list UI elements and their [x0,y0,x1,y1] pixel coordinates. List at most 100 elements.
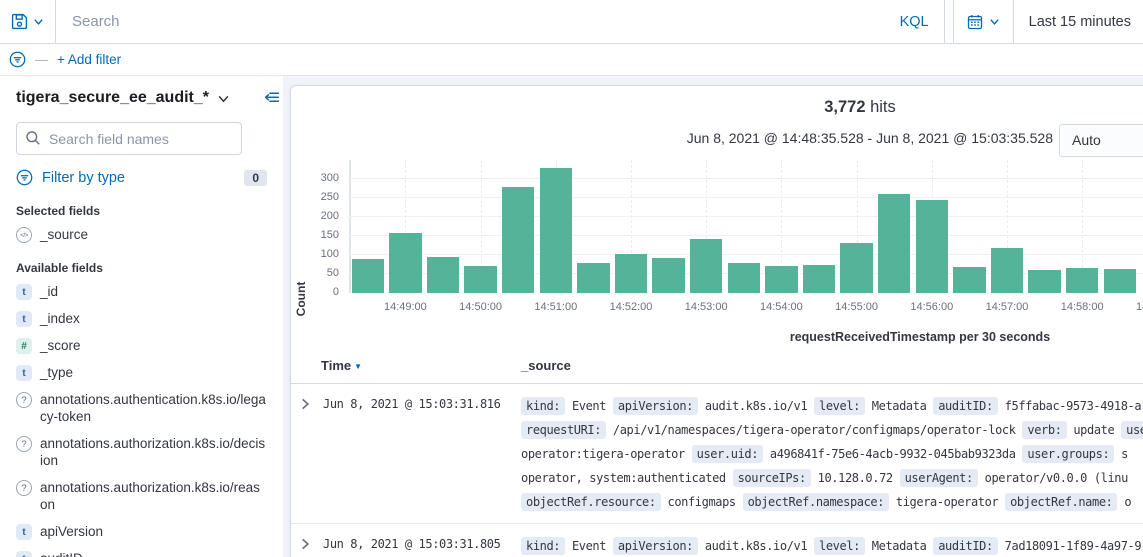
expand-row-chevron-icon[interactable] [299,537,315,553]
field-name-chip: requestURI: [521,421,607,439]
string-field-type-icon: t [16,524,32,540]
time-column-header[interactable]: Time ▼ [321,358,363,373]
histogram-bar-14:57:30[interactable] [1028,270,1061,293]
doc-timestamp: Jun 8, 2021 @ 15:03:31.816 [323,397,501,411]
unknown-field-type-icon: ? [16,392,32,408]
field-item[interactable]: ? annotations.authentication.k8s.io/legac… [16,386,267,430]
field-name-chip: objectRef.namespace: [742,493,890,511]
histogram-bar-14:52:30[interactable] [652,257,685,293]
histogram-bar-14:50:30[interactable] [501,186,535,293]
field-value: 10.128.0.72 [817,471,893,485]
h-gridline [349,178,1143,179]
filter-circle-icon [16,169,33,186]
histogram-bar-14:57:00[interactable] [990,248,1024,293]
interval-select[interactable]: Auto [1059,124,1143,157]
field-item[interactable]: t auditID [16,545,267,557]
time-range-display[interactable]: Last 15 minutes [1028,13,1131,30]
collapse-sidebar-icon[interactable] [263,89,280,106]
filter-circle-icon[interactable] [9,51,26,68]
field-name: annotations.authorization.k8s.io/decisio… [40,436,266,468]
chevron-down-icon [217,92,230,105]
histogram-bar-14:49:00[interactable] [389,232,422,293]
discover-workspace: tigera_secure_ee_audit_* Filter by type … [0,76,1143,557]
v-gridline [856,160,858,293]
hits-label: hits [870,98,896,116]
field-search-input[interactable] [16,122,242,155]
expand-row-chevron-icon[interactable] [299,397,315,413]
histogram-bar-14:48:30[interactable] [351,258,385,293]
search-input[interactable] [56,0,885,43]
v-gridline [1007,160,1008,293]
x-tick-label: 14:50:00 [459,301,502,313]
histogram-bar-14:52:00[interactable] [614,254,648,293]
y-axis-ticks: 0 50 100 150 200 250 300 [291,160,339,298]
histogram-bar-14:50:00[interactable] [464,266,497,293]
y-axis-line [349,160,351,293]
filter-separator: — [35,52,48,67]
field-value: Metadata [871,399,927,413]
field-name: annotations.authorization.k8s.io/reason [40,480,260,512]
histogram-bar-14:53:30[interactable] [727,262,761,293]
field-value: 7ad18091-1f89-4a97-9 [1004,539,1142,553]
field-item[interactable]: t _id [16,278,267,305]
histogram-bar-14:58:30[interactable] [1103,268,1137,293]
field-item[interactable]: # _score [16,332,267,359]
field-name-chip: kind: [521,397,566,415]
histogram-bar-14:58:00[interactable] [1065,267,1099,293]
histogram-bar-14:54:00[interactable] [765,265,798,293]
histogram-bar-14:51:30[interactable] [577,263,610,293]
doc-table-row: Jun 8, 2021 @ 15:03:31.816 kind: Event ap… [291,384,1143,524]
x-tick-label: 14:55:00 [835,301,878,313]
filter-bar: — + Add filter [0,44,1143,76]
field-name-chip: user.groups: [1022,445,1115,463]
field-name-chip: apiVersion: [612,537,698,555]
histogram-bar-14:56:00[interactable] [915,199,949,293]
kql-button[interactable]: KQL [885,0,945,43]
field-name-chip: objectRef.name: [1005,493,1118,511]
histogram-bar-14:51:00[interactable] [539,167,573,293]
histogram-plot[interactable] [349,160,1143,293]
doc-source-line: kind: Event apiVersion: audit.k8s.io/v1 … [521,534,1143,557]
histogram-bar-14:49:30[interactable] [426,256,460,293]
field-value: o [1124,495,1132,509]
field-value: Event [571,539,607,553]
histogram-chart: Count 0 50 100 150 200 250 300 14:49:00 14:50:0… [291,160,1143,400]
doc-source-cell: kind: Event apiVersion: audit.k8s.io/v1 … [521,534,1143,557]
v-gridline [706,160,708,293]
histogram-bar-14:53:00[interactable] [689,238,723,293]
field-item[interactable]: </> _source [16,221,267,248]
index-pattern-selector[interactable]: tigera_secure_ee_audit_* [16,89,209,106]
x-tick-label: 14:57:00 [985,301,1029,313]
histogram-bar-14:55:00[interactable] [840,242,873,293]
x-tick-label: 14:58:00 [1060,301,1104,313]
selected-fields-list: </> _source [16,221,267,248]
string-field-type-icon: t [16,365,32,381]
histogram-bar-14:56:30[interactable] [953,267,986,293]
h-gridline [349,197,1143,198]
field-value: s [1121,447,1128,461]
doc-source-line: operator, system:authenticated sourceIPs… [521,466,1143,490]
query-bar: KQL Last 15 minutes [0,0,1143,44]
field-value: /api/v1/namespaces/tigera-operator/confi… [612,423,1016,437]
v-gridline [781,160,783,293]
search-icon [25,130,41,146]
field-item[interactable]: ? annotations.authorization.k8s.io/reason [16,474,267,518]
field-name-chip: level: [814,537,865,555]
histogram-bar-14:54:30[interactable] [802,264,836,293]
source-column-header: _source [521,358,571,373]
add-filter-button[interactable]: + Add filter [57,52,122,67]
field-name: auditID [40,550,83,557]
quick-select-button[interactable] [954,0,1014,43]
filter-by-type-toggle[interactable]: Filter by type 0 [16,167,267,188]
field-item[interactable]: ? annotations.authorization.k8s.io/decisi… [16,430,267,474]
histogram-bar-14:55:30[interactable] [877,194,911,293]
field-name: _source [40,227,89,242]
save-query-button[interactable] [0,0,56,43]
field-value: audit.k8s.io/v1 [704,399,808,413]
field-item[interactable]: t _type [16,359,267,386]
field-item[interactable]: t _index [16,305,267,332]
field-item[interactable]: t apiVersion [16,518,267,545]
chevron-down-icon [989,16,1000,27]
filter-by-type-label: Filter by type [42,169,125,186]
field-value: audit.k8s.io/v1 [704,539,808,553]
